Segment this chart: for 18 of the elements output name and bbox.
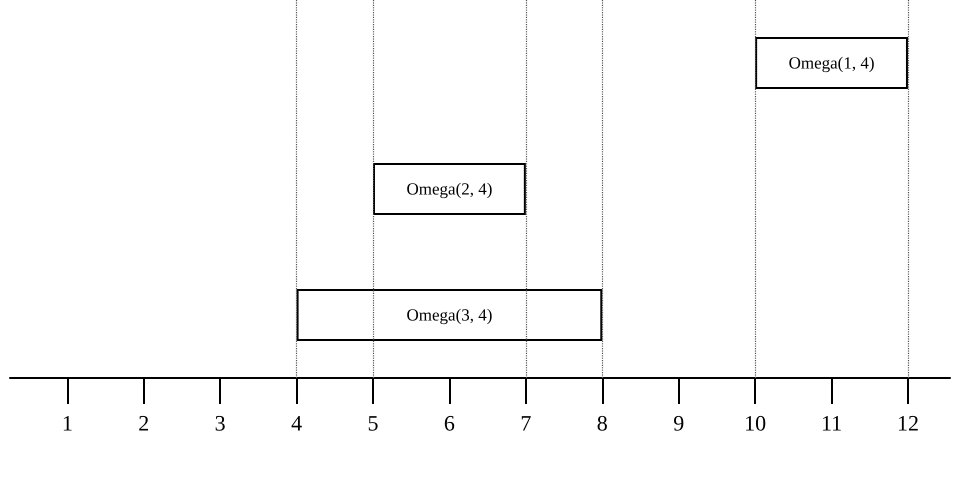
x-tick-label: 1 <box>62 410 73 436</box>
x-tick-label: 7 <box>520 410 532 436</box>
x-tick-label: 2 <box>138 410 150 436</box>
x-tick-label: 4 <box>291 410 302 436</box>
bar <box>373 163 526 215</box>
bar <box>296 289 602 341</box>
x-tick-label: 12 <box>896 410 919 436</box>
x-tick-label: 5 <box>368 410 379 436</box>
y-tick-label: Omega(2, 4) <box>406 180 492 198</box>
bar <box>755 37 908 89</box>
x-tick-label: 10 <box>744 410 766 436</box>
x-tick-label: 11 <box>820 410 842 436</box>
x-tick-label: 6 <box>444 410 455 436</box>
x-tick-label: 8 <box>596 410 608 436</box>
y-tick-label: Omega(3, 4) <box>406 306 492 324</box>
x-tick-label: 9 <box>673 410 684 436</box>
x-tick-label: 3 <box>214 410 226 436</box>
y-tick-label: Omega(1, 4) <box>788 54 875 72</box>
